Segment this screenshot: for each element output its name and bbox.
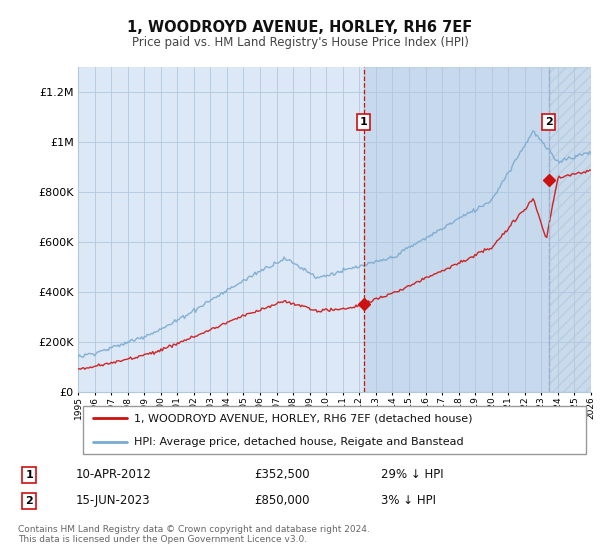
- Text: 10-APR-2012: 10-APR-2012: [76, 468, 151, 482]
- Text: HPI: Average price, detached house, Reigate and Banstead: HPI: Average price, detached house, Reig…: [134, 436, 464, 446]
- FancyBboxPatch shape: [83, 406, 586, 454]
- Text: 1, WOODROYD AVENUE, HORLEY, RH6 7EF (detached house): 1, WOODROYD AVENUE, HORLEY, RH6 7EF (det…: [134, 413, 473, 423]
- Text: Price paid vs. HM Land Registry's House Price Index (HPI): Price paid vs. HM Land Registry's House …: [131, 36, 469, 49]
- Text: 1, WOODROYD AVENUE, HORLEY, RH6 7EF: 1, WOODROYD AVENUE, HORLEY, RH6 7EF: [127, 20, 473, 35]
- Text: 2: 2: [545, 117, 553, 127]
- Bar: [364, 67, 549, 392]
- Text: 15-JUN-2023: 15-JUN-2023: [76, 494, 150, 507]
- Text: £850,000: £850,000: [254, 494, 310, 507]
- Text: 3% ↓ HPI: 3% ↓ HPI: [380, 494, 436, 507]
- Text: 29% ↓ HPI: 29% ↓ HPI: [380, 468, 443, 482]
- Text: 1: 1: [25, 470, 33, 480]
- Text: £352,500: £352,500: [254, 468, 310, 482]
- Text: 1: 1: [360, 117, 368, 127]
- Bar: [549, 67, 591, 392]
- Text: 2: 2: [25, 496, 33, 506]
- Text: Contains HM Land Registry data © Crown copyright and database right 2024.
This d: Contains HM Land Registry data © Crown c…: [18, 525, 370, 544]
